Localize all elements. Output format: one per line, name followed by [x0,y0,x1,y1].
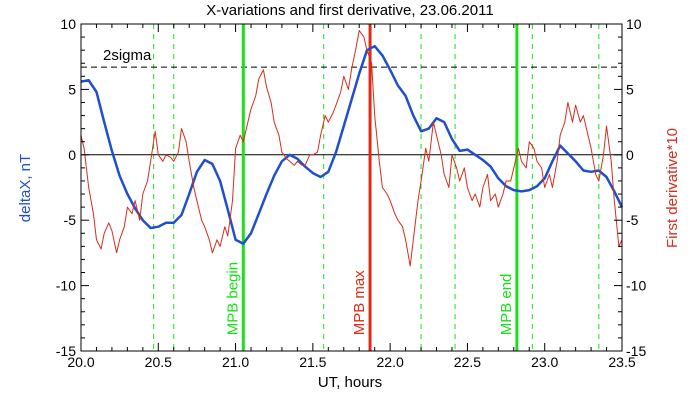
y-right-tick-label-0: 10 [626,16,642,32]
y-left-tick-label-5: -15 [56,343,76,359]
y-axis-left-label: deltaX, nT [17,154,34,222]
marker-label-2: MPB end [498,274,515,336]
x-axis-label: UT, hours [318,374,382,391]
series-derivative-line [80,30,623,267]
x-tick-label-0: 20.0 [67,354,94,370]
series-deltaX-line [80,44,624,245]
y-right-tick-label-2: 0 [626,147,634,163]
x-tick-label-4: 22.0 [377,354,404,370]
y-right-tick-label-1: 5 [626,81,634,97]
x-tick-label-1: 20.5 [145,354,172,370]
marker-label-0: MPB begin [224,262,241,335]
y-left-tick-label-0: 10 [60,16,76,32]
y-left-tick-label-2: 0 [68,147,76,163]
y-left-tick-label-4: -10 [56,278,76,294]
x-tick-label-7: 23.5 [608,354,635,370]
y-right-tick-label-3: -5 [626,212,639,228]
y-axis-right-label: First derivative*10 [664,128,681,248]
x-tick-label-2: 21.0 [222,354,249,370]
x-tick-label-3: 21.5 [299,354,326,370]
chart-title: X-variations and first derivative, 23.06… [206,2,493,19]
marker-label-1: MPB max [351,270,368,336]
x-tick-label-6: 23.0 [531,354,558,370]
plot-frame [80,23,623,352]
y-right-tick-label-4: -10 [626,278,646,294]
x-tick-label-5: 22.5 [454,354,481,370]
y-right-tick-label-5: -15 [626,343,646,359]
y-left-tick-label-3: -5 [64,212,77,228]
y-left-tick-label-1: 5 [68,81,76,97]
threshold-label: 2sigma [103,47,152,64]
